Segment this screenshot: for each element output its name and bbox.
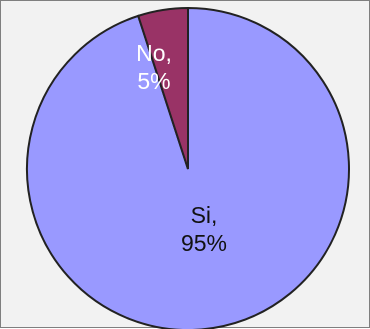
slice-value-si: 95% — [181, 230, 227, 256]
slice-category-si: Si, — [191, 202, 218, 228]
slice-label-no: No, 5% — [136, 40, 172, 94]
slice-value-no: 5% — [137, 68, 170, 94]
pie-slice-no — [136, 6, 189, 170]
slice-category-no: No, — [136, 40, 172, 66]
slice-label-si: Si, 95% — [181, 202, 227, 256]
